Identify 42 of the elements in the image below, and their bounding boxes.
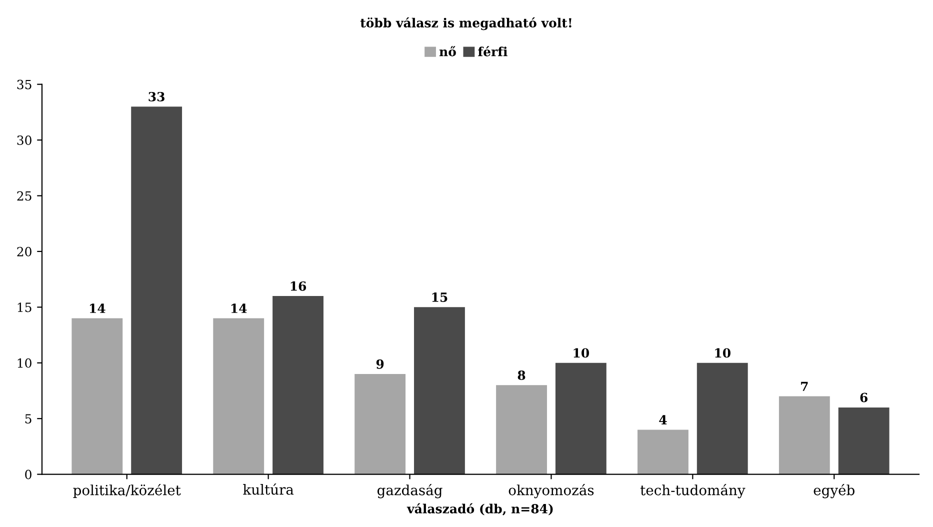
bar [131, 106, 182, 474]
data-label: 33 [148, 92, 164, 102]
data-label: 10 [574, 348, 590, 358]
bar [638, 430, 688, 474]
legend-label: nő [439, 46, 456, 56]
bar [414, 307, 465, 474]
x-tick-label: gazdaság [377, 484, 442, 498]
bar [72, 318, 123, 474]
data-label: 10 [715, 348, 730, 358]
bar [496, 385, 547, 474]
x-tick-label: kultúra [243, 483, 294, 495]
data-label: 4 [659, 415, 667, 424]
bar [778, 396, 830, 474]
bar [838, 407, 890, 474]
bar [696, 362, 748, 474]
data-label: 16 [290, 281, 306, 291]
y-tick-label: 10 [18, 358, 32, 368]
y-tick-label: 20 [17, 246, 32, 256]
bar [213, 318, 264, 474]
legend-label: férfi [478, 46, 508, 56]
x-axis-title: válaszadó (db, n=84) [406, 503, 553, 516]
data-label: 14 [90, 304, 106, 313]
bar [354, 374, 406, 474]
bar [272, 296, 324, 474]
data-label: 6 [860, 392, 868, 402]
x-tick-label: oknyomozás [508, 484, 594, 498]
data-label: 9 [376, 359, 384, 369]
y-tick-label: 35 [17, 80, 32, 90]
x-tick-label: egyéb [814, 484, 854, 498]
data-label: 8 [518, 370, 526, 380]
y-tick-label: 25 [17, 191, 32, 201]
x-tick-label: tech-tudomány [640, 484, 746, 498]
data-label: 15 [432, 292, 448, 302]
bar [555, 362, 606, 474]
y-tick-label: 0 [25, 470, 32, 480]
y-tick-label: 5 [25, 414, 32, 424]
x-tick-label: politika/közélet [73, 484, 181, 498]
chart-title: több válasz is megadható volt! [360, 17, 572, 30]
y-tick-label: 15 [18, 302, 32, 312]
data-label: 14 [231, 304, 247, 313]
data-label: 7 [801, 382, 808, 391]
y-tick-label: 30 [17, 136, 32, 145]
